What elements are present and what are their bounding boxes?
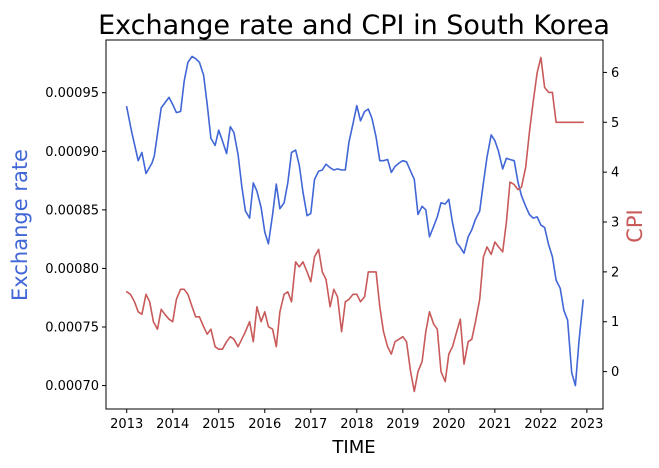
right-tick-label: 0 (611, 365, 619, 380)
x-tick-label: 2021 (478, 417, 511, 432)
left-axis-ticks: 0.00070 0.00075 0.00080 0.00085 0.00090 0.000… (45, 86, 106, 394)
right-tick-label: 2 (611, 265, 619, 280)
exchange-rate-line (125, 55, 585, 387)
x-tick-label: 2019 (386, 417, 419, 432)
x-axis-ticks: 2013 2014 2015 2016 2017 2018 2019 2020 2021 2022… (110, 409, 603, 432)
right-tick-label: 6 (611, 66, 619, 81)
x-tick-label: 2023 (570, 417, 603, 432)
x-tick-label: 2016 (248, 417, 281, 432)
left-tick-label: 0.00080 (45, 262, 99, 277)
x-tick-label: 2017 (294, 417, 327, 432)
right-axis-ticks: 0 1 2 3 4 5 6 (603, 66, 619, 380)
right-tick-label: 4 (611, 166, 619, 181)
x-tick-label: 2013 (110, 417, 143, 432)
right-axis-label: CPI (623, 209, 647, 243)
x-tick-label: 2014 (156, 417, 189, 432)
x-tick-label: 2018 (340, 417, 373, 432)
cpi-line (125, 56, 585, 393)
x-tick-label: 2015 (202, 417, 235, 432)
x-tick-label: 2020 (432, 417, 465, 432)
plot-area: 0.00070 0.00075 0.00080 0.00085 0.00090 0.000… (45, 39, 619, 432)
left-tick-label: 0.00070 (45, 379, 99, 394)
plot-frame (105, 39, 604, 410)
left-axis-label: Exchange rate (8, 149, 32, 301)
right-tick-label: 1 (611, 315, 619, 330)
x-tick-label: 2022 (524, 417, 557, 432)
left-tick-label: 0.00090 (45, 145, 99, 160)
right-tick-label: 5 (611, 116, 619, 131)
left-tick-label: 0.00095 (45, 86, 99, 101)
right-tick-label: 3 (611, 216, 619, 231)
series-lines (125, 55, 585, 393)
left-tick-label: 0.00075 (45, 321, 99, 336)
x-axis-label: TIME (331, 437, 375, 458)
chart-title: Exchange rate and CPI in South Korea (98, 10, 610, 41)
left-tick-label: 0.00085 (45, 203, 99, 218)
